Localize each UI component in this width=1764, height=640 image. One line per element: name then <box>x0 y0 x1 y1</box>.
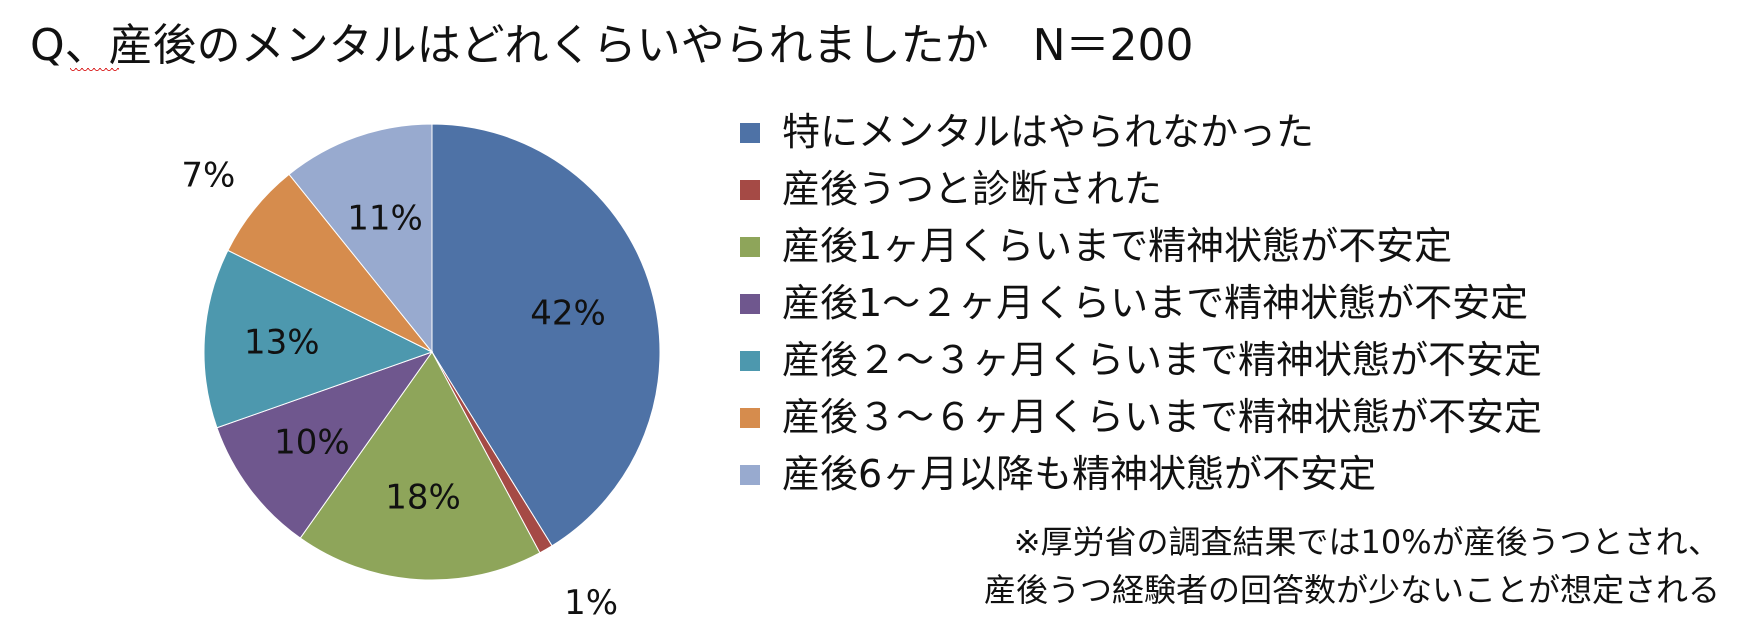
pie-slice <box>216 351 434 539</box>
chart-title: Q、産後のメンタルはどれくらいやられましたか N＝200 <box>30 18 1194 74</box>
pie-slice <box>431 123 661 547</box>
legend-swatch <box>740 122 760 143</box>
legend-label: 産後1ヶ月くらいまで精神状態が不安定 <box>782 224 1453 268</box>
legend-label: 産後6ヶ月以降も精神状態が不安定 <box>782 452 1377 496</box>
legend-swatch <box>740 293 760 314</box>
legend-item: 産後1～２ヶ月くらいまで精神状態が不安定 <box>740 275 1542 332</box>
pie-data-label: 10% <box>274 423 350 463</box>
legend-label: 特にメンタルはやられなかった <box>782 110 1315 154</box>
legend-label: 産後２～３ヶ月くらいまで精神状態が不安定 <box>782 338 1543 382</box>
footnote-line-1: ※厚労省の調査結果では10%が産後うつとされ、 <box>1013 523 1720 561</box>
footnote: ※厚労省の調査結果では10%が産後うつとされ、 産後うつ経験者の回答数が少ないこ… <box>984 518 1720 614</box>
legend-swatch <box>740 236 760 257</box>
pie-slice <box>203 249 434 429</box>
legend-label: 産後1～２ヶ月くらいまで精神状態が不安定 <box>782 281 1529 325</box>
legend-swatch <box>740 464 760 485</box>
pie-data-label: 18% <box>385 478 461 518</box>
title-q: Q <box>30 20 65 71</box>
pie-data-label: 1% <box>564 583 618 623</box>
legend-label: 産後３～６ヶ月くらいまで精神状態が不安定 <box>782 395 1543 439</box>
legend-item: 産後1ヶ月くらいまで精神状態が不安定 <box>740 218 1542 275</box>
pie-data-label: 13% <box>244 323 320 363</box>
legend-item: 特にメンタルはやられなかった <box>740 104 1542 161</box>
pie-data-label: 42% <box>530 293 606 333</box>
legend-swatch <box>740 179 760 200</box>
footnote-line-2: 産後うつ経験者の回答数が少ないことが想定される <box>983 571 1720 609</box>
pie-slice <box>288 123 433 354</box>
pie-data-label: 11% <box>347 199 423 239</box>
legend-label: 産後うつと診断された <box>782 167 1163 211</box>
legend-item: 産後３～６ヶ月くらいまで精神状態が不安定 <box>740 389 1542 446</box>
legend-swatch <box>740 407 760 428</box>
legend-item: 産後6ヶ月以降も精神状態が不安定 <box>740 446 1542 503</box>
legend-swatch <box>740 350 760 371</box>
legend-item: 産後２～３ヶ月くらいまで精神状態が不安定 <box>740 332 1542 389</box>
legend: 特にメンタルはやられなかった 産後うつと診断された産後1ヶ月くらいまで精神状態が不… <box>740 104 1542 503</box>
pie-slice <box>299 351 541 581</box>
legend-item: 産後うつと診断された <box>740 161 1542 218</box>
title-text: 、産後のメンタルはどれくらいやられましたか N＝200 <box>64 20 1194 71</box>
pie-data-label: 7% <box>181 155 235 195</box>
